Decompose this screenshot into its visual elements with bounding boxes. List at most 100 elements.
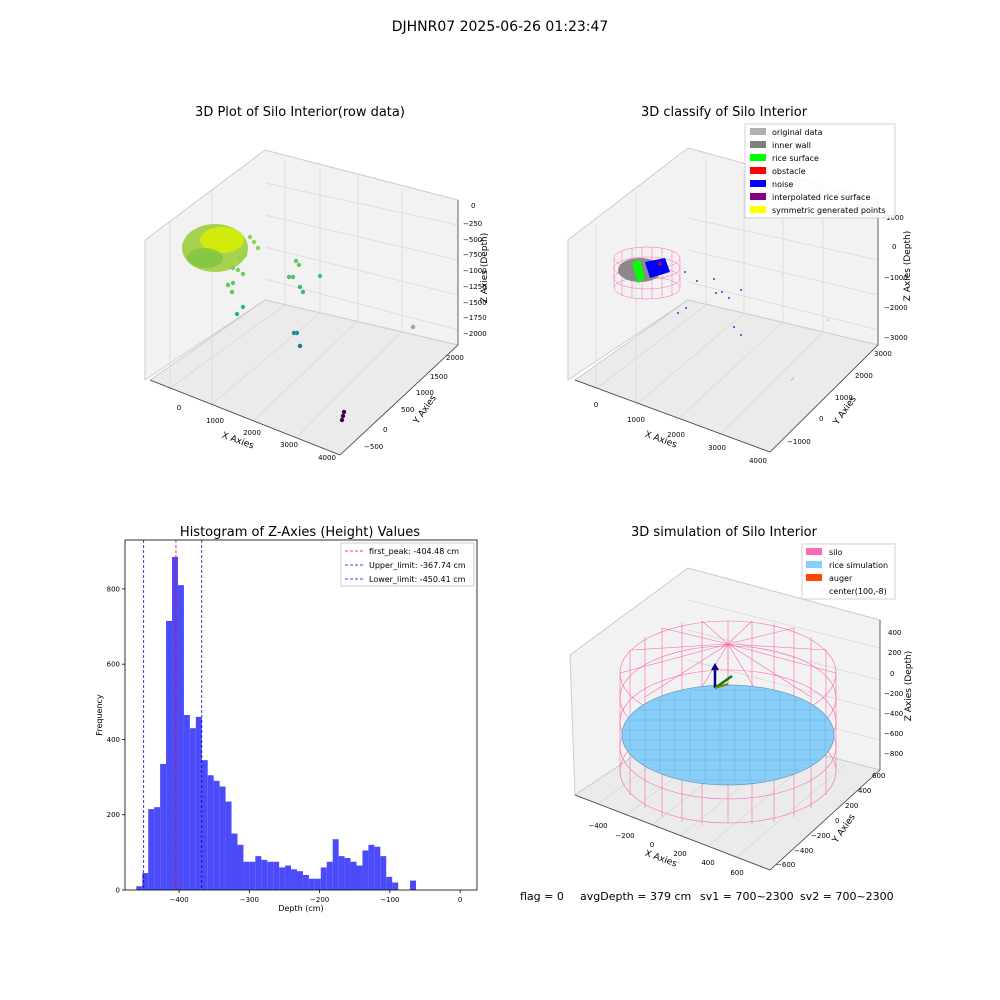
histogram-bar — [374, 846, 381, 890]
plot1-z-tick: −1250 — [463, 283, 487, 291]
plot2-y-tick: 3000 — [874, 350, 892, 358]
plot4-x-tick: 600 — [730, 869, 743, 877]
plot2-y-tick: 2000 — [855, 372, 873, 380]
plot4-z-tick: −800 — [884, 750, 903, 758]
plot2-points — [613, 246, 829, 382]
plot4-y-tick: 400 — [858, 787, 871, 795]
histogram-bar — [231, 833, 238, 890]
plot1-point — [230, 280, 236, 286]
plot2-x-tick: 3000 — [708, 444, 726, 452]
histogram-x-tick-label: −300 — [240, 896, 259, 904]
plot1-point — [317, 273, 323, 279]
plot1-point — [242, 252, 248, 258]
histogram-bar — [344, 858, 351, 890]
plot2-legend-box — [744, 123, 896, 219]
plot1-z-tick: −1750 — [463, 314, 487, 322]
plot3-title: Histogram of Z-Axies (Height) Values — [180, 525, 420, 540]
plot4-legend-label: auger — [829, 574, 853, 583]
histogram-bar — [261, 859, 268, 890]
plot4-y-axis — [769, 769, 881, 871]
plot2-noise-point — [715, 292, 717, 294]
histogram-bar — [166, 620, 173, 890]
plot2-z-label: Z Axies (Depth) — [903, 231, 913, 302]
plot4-legend: silo rice simulation auger center(100,-8… — [801, 543, 896, 600]
plot1-z-ticks: 0 −250 −500 −750 −1000 −1250 −1500 −1750… — [463, 202, 487, 338]
plot4-z-tick: 0 — [890, 670, 894, 678]
histogram-x-tick-label: 0 — [458, 896, 462, 904]
plot3-panel: Histogram of Z-Axies (Height) Values −40… — [95, 525, 478, 913]
plot1-point — [240, 304, 246, 310]
histogram-bar — [332, 839, 339, 890]
plot1-title: 3D Plot of Silo Interior(row data) — [195, 105, 405, 120]
plot1-y-label: Y Axies — [411, 393, 439, 426]
plot1-z-tick: −250 — [463, 220, 482, 228]
histogram-reference-lines — [143, 540, 203, 890]
rice-simulation-mesh — [624, 687, 832, 783]
plot1-point — [410, 324, 416, 330]
plot1-point — [290, 274, 296, 280]
plot4-z-label: Z Axies (Depth) — [904, 651, 914, 722]
histogram-bar — [302, 874, 309, 890]
histogram-bar — [136, 886, 143, 890]
histogram-x-tick-label: −200 — [310, 896, 329, 904]
status-sv2: sv2 = 700~2300 — [800, 890, 894, 903]
histogram-bar — [338, 856, 345, 890]
plot2-x-tick: 1000 — [627, 416, 645, 424]
plot2-legend-label: symmetric generated points — [772, 206, 885, 215]
plot1-point — [240, 271, 246, 277]
plot2-z-tick: 0 — [892, 243, 896, 251]
plot2-legend-swatch — [750, 141, 766, 148]
histogram-bar — [326, 861, 333, 890]
plot1-point — [229, 289, 235, 295]
histogram-bar — [296, 871, 303, 890]
plot2-noise-points — [677, 271, 742, 336]
plot1-point — [339, 417, 345, 423]
plot1-x-axis — [149, 379, 341, 456]
histogram-bar — [320, 867, 327, 890]
plot1-point — [340, 413, 346, 419]
plot4-legend-label: silo — [829, 548, 843, 557]
plot4-y-tick: −200 — [811, 832, 830, 840]
histogram-bar — [177, 585, 184, 890]
plot1-y-ticks: −500 0 500 1000 1500 2000 — [364, 354, 464, 451]
plot2-y-tick: 1000 — [835, 394, 853, 402]
plot1-axes-box — [144, 149, 460, 456]
plot1-y-tick: −500 — [364, 443, 383, 451]
histogram-y-tick-label: 800 — [107, 585, 120, 593]
plot4-y-ticks: −600 −400 −200 0 200 400 600 — [776, 772, 885, 869]
plot4-y-tick: −600 — [776, 861, 795, 869]
histogram-y-tick-label: 200 — [107, 811, 120, 819]
plot1-point — [225, 282, 231, 288]
histogram-bar — [183, 715, 190, 890]
plot3-axes-frame — [124, 539, 478, 891]
plot4-x-axis — [574, 794, 771, 871]
histogram-bar — [154, 807, 161, 890]
plot4-x-ticks: −400 −200 0 200 400 600 — [588, 822, 743, 877]
histogram-bar — [243, 861, 250, 890]
plot2-legend: original data inner wall rice surface ob… — [744, 123, 896, 219]
histogram-bar — [189, 728, 196, 890]
plot1-z-tick: −1000 — [463, 267, 487, 275]
plot1-x-tick: 4000 — [318, 454, 336, 462]
plot4-legend-swatch — [806, 561, 822, 568]
histogram-bar — [172, 556, 178, 890]
plot2-z-tick: −3000 — [884, 334, 908, 342]
histogram-bar — [362, 850, 369, 890]
histogram-bar — [356, 865, 363, 890]
plot1-y-tick: 2000 — [446, 354, 464, 362]
plot3-legend-label: Upper_limit: -367.74 cm — [369, 561, 466, 570]
plot1-point — [247, 234, 253, 240]
plot1-y-tick: 1500 — [430, 373, 448, 381]
plot2-y-ticks: −1000 0 1000 2000 3000 — [787, 350, 892, 446]
plot2-x-tick: 0 — [594, 401, 598, 409]
plot2-legend-label: noise — [772, 180, 793, 189]
plot3-y-label: Frequency — [95, 694, 104, 736]
plot2-y-axis — [769, 344, 879, 453]
status-flag: flag = 0 — [520, 890, 564, 903]
plot2-x-tick: 2000 — [667, 431, 685, 439]
plot2-legend-swatch — [750, 206, 766, 213]
histogram-bar — [392, 882, 399, 890]
plot2-noise-point — [740, 289, 742, 291]
plot1-point — [300, 289, 306, 295]
status-sv1: sv1 = 700~2300 — [700, 890, 794, 903]
